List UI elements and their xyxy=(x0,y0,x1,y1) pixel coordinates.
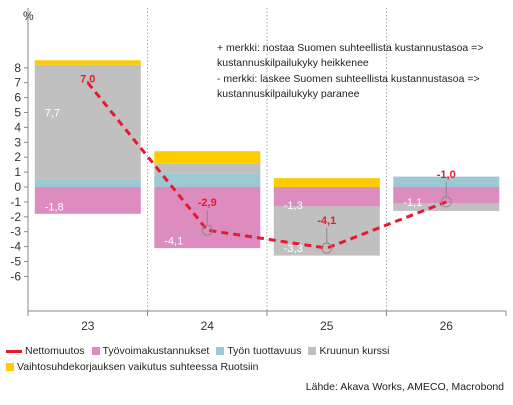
bar-segment-4 xyxy=(273,178,380,187)
legend-swatch xyxy=(6,363,14,371)
net-change-label: -1,0 xyxy=(437,169,456,181)
x-tick-label: 26 xyxy=(440,319,454,333)
legend-item-kruunun-kurssi: Kruunun kurssi xyxy=(308,345,390,357)
bar-segment-label: -4,1 xyxy=(164,236,183,248)
bar-segment-label: 7,7 xyxy=(45,108,60,120)
bar-segment-2 xyxy=(154,173,261,187)
legend-item-nettomuutos: Nettomuutos xyxy=(6,345,85,357)
legend-item-tyon-tuottavuus: Työn tuottavuus xyxy=(216,345,301,357)
annotation-line: + merkki: nostaa Suomen suhteellista kus… xyxy=(217,42,483,54)
annotation-box: + merkki: nostaa Suomen suhteellista kus… xyxy=(217,42,483,100)
annotation-line: kustannuskilpailukyky paranee xyxy=(217,88,360,100)
y-tick-label: 5 xyxy=(14,106,21,120)
bar-segment-label: -1,1 xyxy=(403,197,422,209)
bar-segment-2 xyxy=(34,179,141,187)
legend-label: Nettomuutos xyxy=(25,345,85,357)
bar-segment-4 xyxy=(154,151,261,164)
y-tick-label: 0 xyxy=(14,180,21,194)
net-change-line xyxy=(86,81,447,250)
bar-segment-4 xyxy=(34,60,141,65)
y-tick-label: -3 xyxy=(10,225,21,239)
legend-label: Kruunun kurssi xyxy=(319,345,390,357)
y-unit-label: % xyxy=(23,9,34,23)
y-tick-label: -5 xyxy=(10,255,21,269)
legend-item-tyovoimakustannukset: Työvoimakustannukset xyxy=(91,345,210,357)
annotation-line: kustannuskilpailukyky heikkenee xyxy=(217,57,369,69)
net-change-label: -2,9 xyxy=(198,197,217,209)
legend-swatch xyxy=(216,347,225,355)
y-tick-label: 8 xyxy=(14,61,21,75)
legend-label: Vaihtosuhdekorjauksen vaikutus suhteessa… xyxy=(17,361,259,373)
net-change-line-layer xyxy=(86,81,452,254)
y-tick-label: 3 xyxy=(14,135,21,149)
bar-segment-1 xyxy=(34,187,141,214)
legend-row: Nettomuutos Työvoimakustannukset Työn tu… xyxy=(6,343,506,359)
legend-item-vaihtosuhdekorjaus: Vaihtosuhdekorjauksen vaikutus suhteessa… xyxy=(6,361,258,373)
bar-segment-3 xyxy=(154,163,261,174)
legend: Nettomuutos Työvoimakustannukset Työn tu… xyxy=(6,343,506,375)
annotation-line: - merkki: laskee Suomen suhteellista kus… xyxy=(217,73,480,85)
legend-label: Työvoimakustannukset xyxy=(102,345,210,357)
bar-segment-2 xyxy=(393,176,500,187)
legend-swatch xyxy=(91,347,100,355)
bar-segment-label: -1,3 xyxy=(284,200,303,212)
bar-segment-label: -1,8 xyxy=(45,201,64,213)
y-tick-label: 1 xyxy=(14,165,21,179)
source-note: Lähde: Akava Works, AMECO, Macrobond xyxy=(305,381,504,393)
y-tick-label: -6 xyxy=(10,269,21,283)
net-change-label: 7,0 xyxy=(80,74,95,86)
y-tick-label: -1 xyxy=(10,195,21,209)
bar-segment-1 xyxy=(273,187,380,207)
y-tick-label: 2 xyxy=(14,150,21,164)
legend-line-swatch xyxy=(6,349,22,353)
legend-swatch xyxy=(308,347,317,355)
y-tick-label: 4 xyxy=(14,120,21,134)
y-tick-label: -4 xyxy=(10,240,21,254)
y-tick-label: -2 xyxy=(10,210,21,224)
bar-segment-label: -3,3 xyxy=(284,243,303,255)
x-tick-label: 23 xyxy=(81,319,95,333)
x-tick-label: 24 xyxy=(201,319,215,333)
x-tick-label: 25 xyxy=(320,319,334,333)
data-labels-layer: 7,0 -2,9 -4,1 -1,0 7,7 -1,8 -4,1 -1,3 -3,3 -1,1 xyxy=(45,74,456,255)
legend-row: Vaihtosuhdekorjauksen vaikutus suhteessa… xyxy=(6,359,506,375)
legend-label: Työn tuottavuus xyxy=(227,345,302,357)
net-change-label: -4,1 xyxy=(317,215,336,227)
y-tick-label: 6 xyxy=(14,91,21,105)
y-tick-label: 7 xyxy=(14,76,21,90)
